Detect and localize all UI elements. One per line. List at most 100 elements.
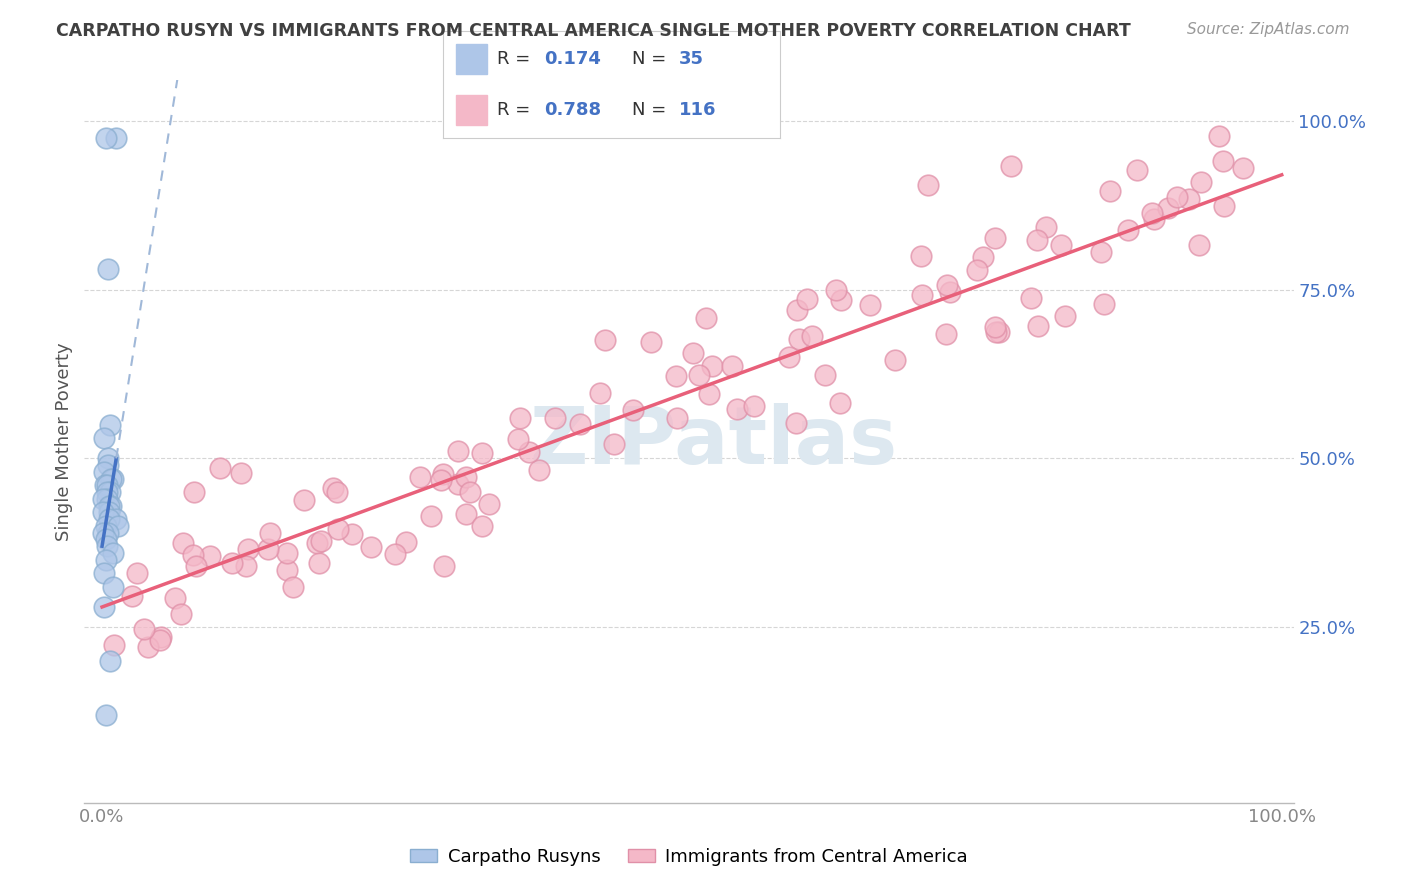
Point [972, 250, 994, 264]
Point [107, 519, 129, 533]
Point [527, 463, 550, 477]
Point [721, 359, 744, 373]
Point [100, 654, 122, 668]
Point [1000, 159, 1022, 173]
Point [621, 403, 644, 417]
Point [98, 417, 121, 432]
Point [325, 485, 347, 500]
Point [988, 325, 1011, 339]
Point [430, 473, 453, 487]
Point [471, 446, 494, 460]
Point [98, 505, 121, 519]
Point [935, 326, 957, 341]
Point [420, 509, 443, 524]
Point [939, 285, 962, 299]
Point [181, 549, 204, 563]
Point [966, 262, 988, 277]
Point [433, 558, 456, 573]
Point [477, 498, 499, 512]
Point [172, 535, 194, 549]
Point [360, 540, 382, 554]
Point [789, 332, 811, 346]
Point [786, 303, 808, 318]
Point [104, 512, 127, 526]
Point [94, 533, 117, 547]
Point [589, 386, 612, 401]
Point [101, 580, 124, 594]
Point [98, 485, 121, 500]
Point [91, 491, 114, 506]
Text: ZIPatlas: ZIPatlas [529, 402, 897, 481]
Point [96, 539, 118, 553]
Point [409, 470, 432, 484]
Point [984, 230, 1007, 244]
Point [700, 359, 723, 373]
Point [94, 708, 117, 723]
Point [97, 512, 120, 526]
Point [101, 546, 124, 560]
Point [149, 633, 172, 648]
Point [276, 563, 298, 577]
Point [309, 534, 332, 549]
Point [458, 485, 481, 500]
Point [800, 328, 823, 343]
Point [94, 478, 117, 492]
Point [986, 325, 1008, 339]
Point [828, 396, 851, 410]
Point [859, 298, 882, 312]
Text: Source: ZipAtlas.com: Source: ZipAtlas.com [1187, 22, 1350, 37]
Text: 0.788: 0.788 [544, 102, 602, 120]
Point [257, 542, 280, 557]
Point [983, 320, 1005, 334]
Point [163, 591, 186, 605]
FancyBboxPatch shape [457, 95, 486, 126]
Point [394, 535, 416, 549]
Point [1118, 223, 1140, 237]
Point [1177, 192, 1199, 206]
Point [93, 505, 115, 519]
Point [97, 525, 120, 540]
Point [825, 284, 848, 298]
Point [688, 368, 710, 382]
Point [1090, 244, 1112, 259]
Point [94, 552, 117, 566]
Point [93, 465, 115, 479]
Point [697, 387, 720, 401]
Point [94, 519, 117, 533]
Point [1157, 201, 1180, 215]
Point [183, 484, 205, 499]
Point [231, 466, 253, 480]
Point [221, 556, 243, 570]
Point [121, 589, 143, 603]
Point [1126, 163, 1149, 178]
Text: N =: N = [631, 50, 672, 68]
Point [1099, 185, 1122, 199]
Point [170, 607, 193, 621]
Point [447, 443, 470, 458]
Text: CARPATHO RUSYN VS IMMIGRANTS FROM CENTRAL AMERICA SINGLE MOTHER POVERTY CORRELAT: CARPATHO RUSYN VS IMMIGRANTS FROM CENTRA… [56, 22, 1130, 40]
Point [308, 556, 330, 570]
Point [1050, 237, 1073, 252]
Point [101, 472, 124, 486]
Point [96, 478, 118, 492]
Point [517, 444, 540, 458]
Text: 116: 116 [679, 102, 717, 120]
Point [340, 526, 363, 541]
Point [814, 368, 837, 383]
Point [1212, 153, 1234, 168]
Point [93, 566, 115, 581]
Point [1026, 233, 1049, 247]
Point [725, 401, 748, 416]
Point [132, 622, 155, 636]
Point [695, 310, 717, 325]
Point [796, 292, 818, 306]
Point [96, 491, 118, 506]
Point [936, 278, 959, 293]
Text: N =: N = [631, 102, 672, 120]
Point [910, 249, 932, 263]
Point [97, 262, 120, 277]
Point [1191, 175, 1213, 189]
Point [1212, 199, 1234, 213]
Point [91, 525, 114, 540]
Text: R =: R = [496, 102, 536, 120]
